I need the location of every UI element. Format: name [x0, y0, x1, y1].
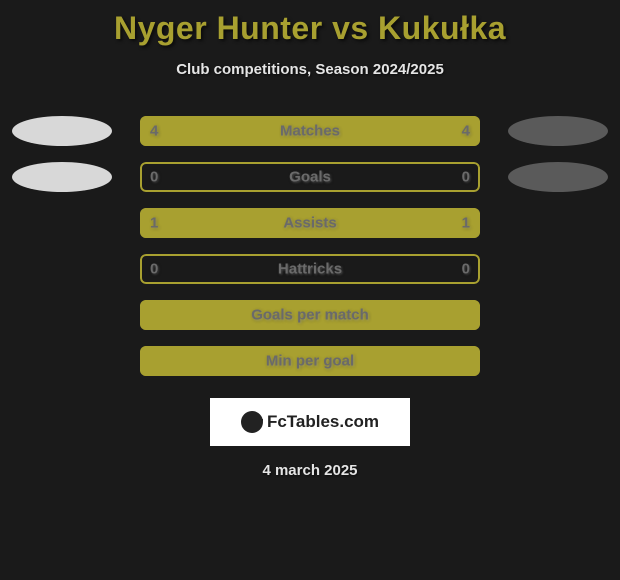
player-left-ellipse	[12, 116, 112, 146]
stat-bar: Goals0 0	[140, 162, 480, 192]
player-left-ellipse	[12, 162, 112, 192]
stat-bar-right-fill	[310, 116, 480, 146]
stat-row: Assists11	[10, 200, 610, 246]
chart-icon	[241, 411, 263, 433]
stat-bar: Goals per match	[140, 300, 480, 330]
stat-row: Matches44	[10, 108, 610, 154]
comparison-title: Nyger Hunter vs Kukułka	[0, 0, 620, 47]
stat-row: Goals per match	[10, 292, 610, 338]
stat-bar: Hattricks0 0	[140, 254, 480, 284]
stat-bar-left-fill	[140, 116, 310, 146]
stat-label: Goals	[140, 169, 480, 186]
stat-bar-border	[140, 254, 480, 284]
stat-value-right: 0	[462, 261, 470, 278]
stat-bar-left-fill	[140, 208, 310, 238]
stat-row: Goals0 0	[10, 154, 610, 200]
logo-text: FcTables.com	[267, 412, 379, 432]
stat-value-right: 0	[462, 169, 470, 186]
stat-label: Hattricks	[140, 261, 480, 278]
stat-row: Hattricks0 0	[10, 246, 610, 292]
stat-bar: Assists11	[140, 208, 480, 238]
stat-value-left: 0	[150, 261, 158, 278]
footer-date: 4 march 2025	[0, 462, 620, 479]
stat-row: Min per goal	[10, 338, 610, 384]
stat-bar-border	[140, 162, 480, 192]
stat-bar: Matches44	[140, 116, 480, 146]
stat-bar: Min per goal	[140, 346, 480, 376]
comparison-subtitle: Club competitions, Season 2024/2025	[0, 61, 620, 78]
stat-value-left: 0	[150, 169, 158, 186]
fctables-logo: FcTables.com	[210, 398, 410, 446]
player-right-ellipse	[508, 116, 608, 146]
stat-bar-left-fill	[140, 346, 480, 376]
stat-bar-left-fill	[140, 300, 480, 330]
player-right-ellipse	[508, 162, 608, 192]
stat-bar-right-fill	[310, 208, 480, 238]
stats-comparison-chart: Matches44Goals00Assists11Hattricks00Goal…	[0, 108, 620, 384]
